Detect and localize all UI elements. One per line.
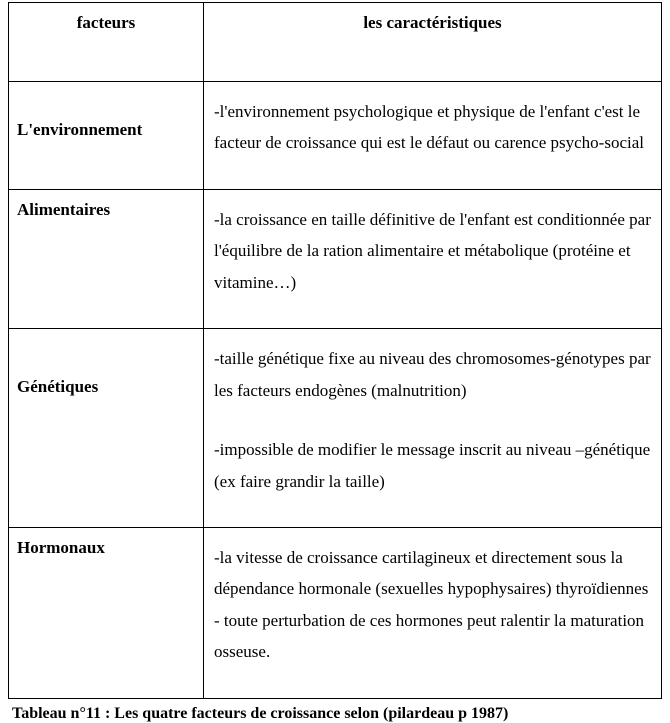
characteristics-cell: -la vitesse de croissance cartilagineux … <box>204 527 662 698</box>
factor-label: Génétiques <box>17 377 98 396</box>
table-row: Alimentaires -la croissance en taille dé… <box>9 189 662 328</box>
factor-label: L'environnement <box>17 120 142 139</box>
header-caracteristiques: les caractéristiques <box>204 3 662 82</box>
header-facteurs: facteurs <box>9 3 204 82</box>
char-line: - toute perturbation de ces hormones peu… <box>214 605 651 668</box>
char-line: -la croissance en taille définitive de l… <box>214 204 651 298</box>
characteristics-cell: -la croissance en taille définitive de l… <box>204 189 662 328</box>
factor-cell: Génétiques <box>9 329 204 528</box>
characteristics-cell: -l'environnement psychologique et physiq… <box>204 82 662 190</box>
table-row: Hormonaux -la vitesse de croissance cart… <box>9 527 662 698</box>
table-row: L'environnement -l'environnement psychol… <box>9 82 662 190</box>
factor-cell: Alimentaires <box>9 189 204 328</box>
characteristics-cell: -taille génétique fixe au niveau des chr… <box>204 329 662 528</box>
char-line: -impossible de modifier le message inscr… <box>214 434 651 497</box>
factor-label: Hormonaux <box>17 538 105 557</box>
factor-label: Alimentaires <box>17 200 110 219</box>
char-line: -taille génétique fixe au niveau des chr… <box>214 343 651 406</box>
blank-line <box>214 406 651 434</box>
char-line: -l'environnement psychologique et physiq… <box>214 96 651 159</box>
growth-factors-table: facteurs les caractéristiques L'environn… <box>8 2 662 699</box>
char-line: -la vitesse de croissance cartilagineux … <box>214 542 651 605</box>
factor-cell: L'environnement <box>9 82 204 190</box>
table-header-row: facteurs les caractéristiques <box>9 3 662 82</box>
factor-cell: Hormonaux <box>9 527 204 698</box>
table-caption: Tableau n°11 : Les quatre facteurs de cr… <box>8 699 662 723</box>
table-row: Génétiques -taille génétique fixe au niv… <box>9 329 662 528</box>
